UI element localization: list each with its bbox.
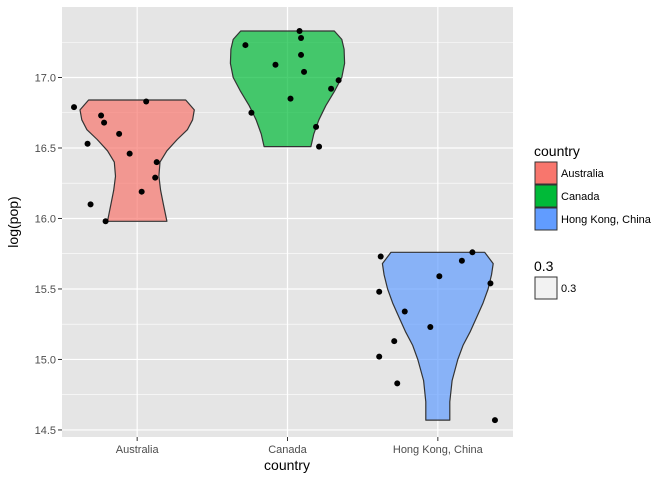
data-point: [298, 51, 305, 58]
legend-fill: country Australia Canada Hong Kong, China: [534, 143, 652, 231]
data-point: [272, 61, 279, 68]
data-point: [487, 280, 494, 287]
y-tick-label: 14.5: [35, 425, 56, 437]
data-point: [296, 27, 303, 34]
violin-australia: [79, 99, 195, 222]
data-point: [458, 257, 465, 264]
y-tick-label: 17.0: [35, 72, 56, 84]
legend-fill-title: country: [534, 143, 580, 159]
data-point: [391, 338, 398, 345]
data-point: [376, 288, 383, 295]
data-point: [394, 380, 401, 387]
data-point: [116, 130, 123, 137]
data-point: [98, 112, 105, 119]
data-point: [84, 140, 91, 147]
y-tick-label: 16.5: [35, 143, 56, 155]
y-tick-label: 15.5: [35, 284, 56, 296]
data-point: [153, 159, 160, 166]
data-points: [71, 27, 498, 424]
legend-label: Hong Kong, China: [561, 214, 652, 226]
data-point: [316, 143, 323, 150]
y-tick-label: 15.0: [35, 354, 56, 366]
violin-canada: [229, 30, 346, 148]
data-point: [376, 353, 383, 360]
y-axis: 14.5 15.0 15.5 16.0 16.5 17.0: [35, 72, 62, 437]
major-gridlines: [62, 7, 513, 437]
x-tick-label: Canada: [268, 444, 307, 456]
legend-alpha: 0.3 0.3: [534, 258, 576, 300]
legend-alpha-title: 0.3: [534, 258, 554, 274]
legend-label: Canada: [561, 191, 600, 203]
data-point: [143, 98, 150, 105]
data-point: [427, 324, 434, 331]
data-point: [242, 42, 249, 49]
violins: [79, 30, 494, 421]
legend-key: [534, 207, 558, 231]
x-tick-label: Australia: [116, 444, 160, 456]
y-tick-label: 16.0: [35, 213, 56, 225]
data-point: [469, 249, 476, 256]
legend-key: [534, 161, 558, 185]
x-axis: Australia Canada Hong Kong, China: [116, 437, 484, 456]
data-point: [298, 35, 305, 42]
x-axis-title: country: [264, 457, 310, 473]
data-point: [377, 253, 384, 260]
data-point: [287, 95, 294, 102]
violin-hong-kong-china: [381, 251, 494, 421]
data-point: [71, 104, 78, 111]
data-point: [126, 150, 133, 157]
legend-key: [534, 184, 558, 208]
data-point: [328, 85, 335, 92]
data-point: [301, 68, 308, 75]
data-point: [313, 123, 320, 130]
data-point: [491, 417, 498, 424]
y-axis-title: log(pop): [5, 196, 21, 247]
data-point: [87, 201, 94, 208]
data-point: [102, 218, 109, 225]
data-point: [248, 109, 255, 116]
data-point: [138, 188, 145, 195]
legend-label: Australia: [561, 168, 605, 180]
legend-alpha-label: 0.3: [561, 283, 576, 295]
data-point: [335, 77, 342, 84]
data-point: [401, 308, 408, 315]
data-point: [152, 174, 159, 181]
data-point: [436, 273, 443, 280]
data-point: [101, 119, 108, 126]
x-tick-label: Hong Kong, China: [393, 444, 484, 456]
legend-alpha-key: [534, 276, 558, 300]
